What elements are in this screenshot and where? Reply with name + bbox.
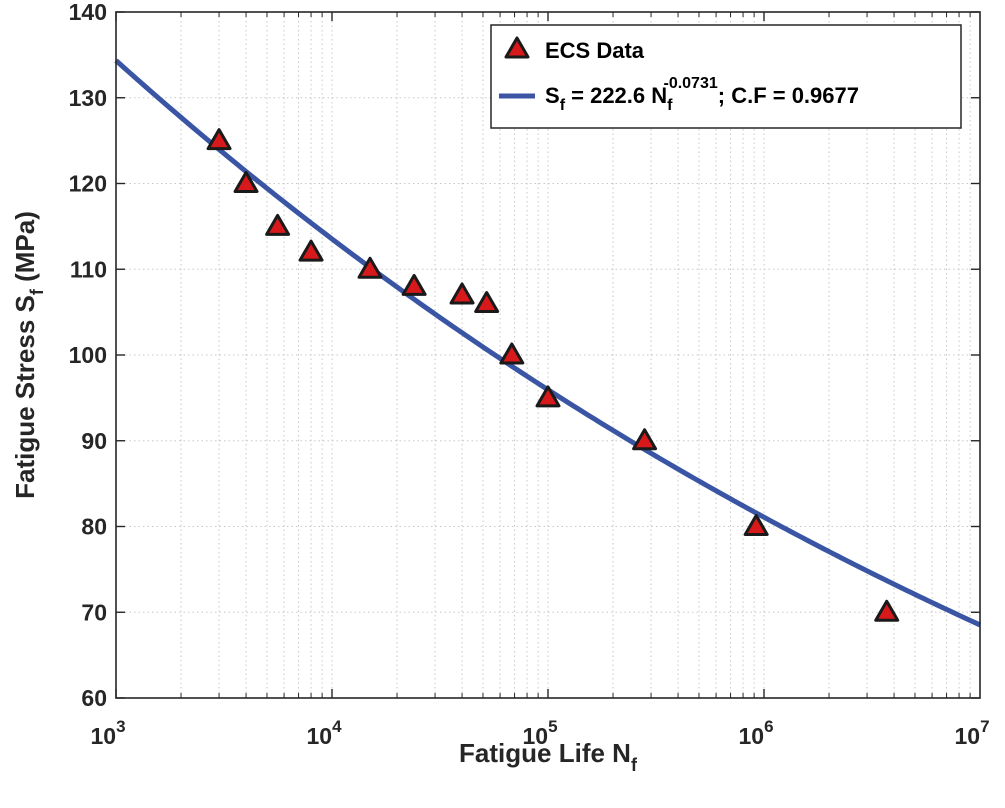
legend-triangle-marker [504,36,530,59]
data-point-triangle [233,171,259,193]
y-tick-label: 110 [70,256,107,282]
data-point-triangle [743,514,769,536]
legend-label-fit: Sf = 222.6 Nf -0.0731; C.F = 0.9677 [545,75,859,114]
data-point-triangle [535,385,561,408]
legend-fit-n-sup: -0.0731 [663,75,717,92]
data-point-triangle [499,342,525,365]
y-tick-label: 70 [81,599,107,625]
x-axis-label-sub: f [631,755,638,775]
x-tick-label: 105 [522,717,557,749]
legend: ECS Data Sf = 222.6 Nf -0.0731; C.F = 0.9… [490,24,962,129]
data-points [206,128,900,622]
x-tick-label-exponent: 6 [764,717,773,736]
legend-label-ecs: ECS Data [545,38,645,63]
legend-fit-s: S [545,83,560,108]
x-tick-label: 104 [306,717,342,749]
data-point-triangle [474,291,500,314]
y-tick-label: 120 [69,171,107,197]
y-tick-label: 130 [69,85,107,111]
y-axis-label-suffix: (MPa) [10,211,40,289]
legend-fit-cf: ; C.F = 0.9677 [718,83,859,108]
data-point-triangle [449,282,475,305]
legend-box [490,24,962,129]
y-axis-label-sub: f [27,288,47,295]
x-tick-label-exponent: 5 [548,717,557,736]
x-tick-label-base: 10 [90,723,116,749]
x-tick-label-base: 10 [306,723,332,749]
x-tick-label-base: 10 [954,723,980,749]
y-tick-label: 100 [69,342,107,368]
data-point-triangle [632,428,658,451]
axis-ticks [115,11,980,699]
legend-fit-s-sub: f [560,97,566,114]
y-tick-label: 90 [81,428,107,454]
y-axis-label: Fatigue Stress Sf (MPa) [10,211,47,499]
data-point-triangle [874,599,900,622]
data-point-triangle [298,239,324,262]
y-tick-labels: 60 70 80 90 100 110 120 130 140 [69,0,107,711]
x-tick-label: 103 [90,717,125,749]
x-tick-labels: 103 104 105 106 107 [90,717,989,749]
x-tick-label-exponent: 7 [980,717,989,736]
x-tick-label-exponent: 3 [116,717,125,736]
data-point-triangle [265,213,291,236]
x-tick-label: 106 [738,717,773,749]
x-tick-label: 107 [954,717,989,749]
y-tick-label: 80 [81,514,107,540]
data-point-triangle [401,273,427,296]
legend-fit-eq: = 222.6 N [565,83,667,108]
x-tick-label-base: 10 [738,723,764,749]
data-point-triangle [357,256,383,279]
x-tick-label-base: 10 [522,723,548,749]
x-axis-label-main: Fatigue Life N [459,738,631,768]
y-axis-label-main: Fatigue Stress S [10,295,40,499]
x-axis-label: Fatigue Life Nf [459,738,638,775]
x-tick-label-exponent: 4 [332,717,342,736]
legend-fit-n-sub: f [667,97,673,114]
y-tick-label: 60 [81,685,107,711]
y-tick-label: 140 [69,0,107,25]
data-point-triangle [206,128,232,151]
